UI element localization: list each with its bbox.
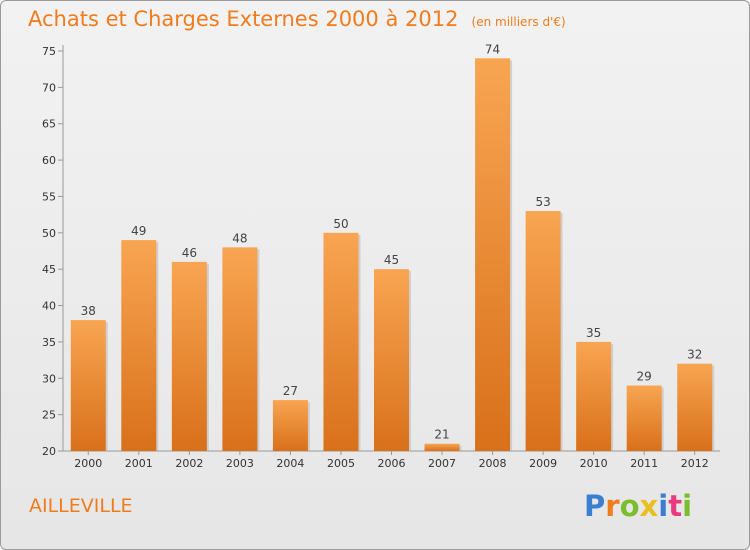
data-label: 45 [384,253,399,267]
x-tick-label: 2001 [125,457,153,470]
x-tick-label: 2008 [479,457,507,470]
x-tick-label: 2002 [175,457,203,470]
data-label: 38 [81,304,96,318]
commune-name: AILLEVILLE [29,495,133,517]
data-label: 29 [637,370,652,384]
y-tick-label: 25 [42,409,56,422]
data-label: 32 [687,348,702,362]
x-tick-label: 2007 [428,457,456,470]
bar [475,58,511,451]
x-tick-label: 2004 [276,457,304,470]
title-row: Achats et Charges Externes 2000 à 2012 (… [28,7,566,31]
x-tick-label: 2003 [226,457,254,470]
data-label: 50 [333,217,348,231]
bar [576,341,612,451]
x-tick-label: 2009 [529,457,557,470]
y-tick-label: 30 [42,372,56,385]
bar [70,320,106,451]
data-label: 27 [283,384,298,398]
x-tick-label: 2000 [74,457,102,470]
y-tick-label: 50 [42,227,56,240]
proxiti-logo: Proxiti [584,489,692,523]
logo-letter: i [682,489,693,523]
y-tick-label: 45 [42,263,56,276]
data-label: 53 [535,195,550,209]
y-tick-label: 20 [42,445,56,458]
chart-title: Achats et Charges Externes 2000 à 2012 [28,7,459,31]
bar [525,211,561,451]
bar [677,363,713,451]
x-tick-label: 2005 [327,457,355,470]
logo-letter: P [584,489,606,523]
data-label: 35 [586,326,601,340]
x-tick-label: 2006 [378,457,406,470]
data-label: 74 [485,42,500,56]
data-label: 49 [131,224,146,238]
x-tick-label: 2011 [630,457,658,470]
bar [222,247,258,451]
axes: 20 25 30 35 40 45 50 55 60 65 70 75 2000 2001 2002 2003… [42,45,720,470]
logo-letter: t [668,489,683,523]
y-tick-label: 75 [42,45,56,58]
bar [121,240,157,451]
logo-letter: i [658,489,669,523]
logo-letter: o [619,489,640,523]
bar [323,232,359,451]
bar [424,443,460,451]
data-label: 46 [182,246,197,260]
y-tick-label: 55 [42,190,56,203]
x-tick-label: 2010 [580,457,608,470]
y-tick-label: 40 [42,300,56,313]
bar [626,385,662,451]
data-label: 48 [232,231,247,245]
y-tick-label: 65 [42,118,56,131]
bar [171,261,207,451]
bars: 38 49 46 48 27 50 45 21 74 53 35 29 32 [70,42,715,451]
logo-letter: r [605,489,620,523]
chart-subtitle: (en milliers d'€) [471,15,566,29]
x-tick-label: 2012 [681,457,709,470]
y-tick-label: 60 [42,154,56,167]
data-label: 21 [434,428,449,442]
y-tick-label: 35 [42,336,56,349]
y-tick-label: 70 [42,81,56,94]
bar [374,269,409,451]
bar [272,400,308,451]
logo-letter: x [639,489,659,523]
